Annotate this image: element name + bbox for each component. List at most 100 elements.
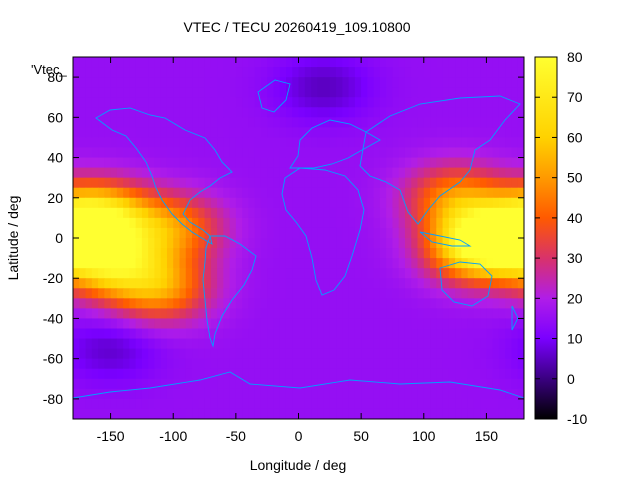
heatmap-cell: [492, 137, 500, 149]
heatmap-cell: [135, 308, 143, 320]
heatmap-cell: [455, 358, 462, 370]
heatmap-cell: [486, 117, 494, 128]
heatmap-cell: [411, 378, 419, 390]
heatmap-cell: [448, 268, 456, 279]
heatmap-cell: [461, 388, 469, 400]
heatmap-cell: [486, 227, 494, 239]
heatmap-cell: [123, 97, 130, 108]
heatmap-cell: [486, 217, 494, 229]
heatmap-cell: [148, 258, 156, 269]
heatmap-cell: [73, 197, 80, 209]
heatmap-cell: [442, 147, 450, 159]
heatmap-cell: [511, 157, 519, 169]
heatmap-cell: [461, 127, 469, 139]
heatmap-cell: [123, 57, 130, 68]
heatmap-cell: [448, 127, 456, 139]
heatmap-cell: [304, 147, 312, 159]
heatmap-cell: [367, 217, 375, 229]
heatmap-cell: [304, 187, 312, 199]
heatmap-cell: [311, 217, 318, 229]
heatmap-cell: [480, 258, 488, 269]
heatmap-cell: [235, 248, 243, 259]
heatmap-cell: [279, 328, 287, 340]
heatmap-cell: [273, 348, 281, 360]
heatmap-cell: [336, 258, 343, 269]
heatmap-cell: [492, 298, 500, 309]
heatmap-cell: [511, 378, 519, 390]
heatmap-cell: [154, 217, 162, 229]
heatmap-cell: [160, 207, 168, 219]
heatmap-cell: [135, 378, 143, 390]
heatmap-cell: [436, 187, 444, 199]
heatmap-cell: [141, 368, 149, 380]
heatmap-cell: [235, 157, 243, 169]
heatmap-cell: [248, 127, 256, 139]
heatmap-cell: [411, 157, 419, 169]
heatmap-cell: [98, 348, 105, 360]
heatmap-cell: [141, 117, 149, 128]
heatmap-cell: [129, 258, 137, 269]
heatmap-cell: [430, 227, 437, 239]
heatmap-cell: [467, 107, 475, 118]
heatmap-cell: [436, 408, 444, 419]
heatmap-cell: [486, 298, 494, 309]
heatmap-cell: [473, 167, 481, 179]
heatmap-cell: [505, 177, 513, 189]
heatmap-cell: [498, 258, 506, 269]
heatmap-cell: [473, 67, 481, 78]
heatmap-cell: [342, 207, 350, 219]
heatmap-cell: [148, 87, 156, 98]
heatmap-cell: [116, 87, 124, 98]
heatmap-cell: [461, 368, 469, 380]
heatmap-cell: [141, 87, 149, 98]
heatmap-cell: [436, 358, 444, 370]
heatmap-cell: [392, 318, 400, 330]
heatmap-cell: [292, 177, 300, 189]
heatmap-cell: [492, 207, 500, 219]
heatmap-cell: [311, 248, 318, 259]
heatmap-cell: [386, 67, 394, 78]
heatmap-cell: [498, 398, 506, 410]
heatmap-cell: [98, 308, 105, 320]
heatmap-cell: [148, 328, 156, 340]
heatmap-cell: [379, 328, 387, 340]
heatmap-cell: [235, 378, 243, 390]
heatmap-cell: [517, 77, 524, 88]
heatmap-cell: [473, 388, 481, 400]
heatmap-cell: [210, 398, 218, 410]
heatmap-cell: [430, 207, 437, 219]
heatmap-cell: [285, 177, 293, 189]
heatmap-cell: [242, 308, 249, 320]
heatmap-cell: [467, 87, 475, 98]
heatmap-cell: [373, 67, 381, 78]
heatmap-cell: [311, 207, 318, 219]
heatmap-cell: [292, 248, 300, 259]
heatmap-cell: [160, 298, 168, 309]
heatmap-cell: [79, 187, 87, 199]
heatmap-cell: [267, 268, 275, 279]
heatmap-cell: [135, 338, 143, 350]
heatmap-cell: [329, 77, 337, 88]
heatmap-cell: [461, 67, 469, 78]
heatmap-cell: [392, 137, 400, 149]
heatmap-cell: [279, 388, 287, 400]
heatmap-cell: [329, 258, 337, 269]
heatmap-cell: [361, 408, 368, 419]
heatmap-cell: [173, 127, 181, 139]
heatmap-cell: [166, 157, 174, 169]
heatmap-cell: [311, 67, 318, 78]
heatmap-cell: [486, 127, 494, 139]
heatmap-cell: [273, 338, 281, 350]
heatmap-cell: [148, 117, 156, 128]
heatmap-cell: [160, 308, 168, 320]
heatmap-cell: [398, 97, 406, 108]
heatmap-cell: [361, 378, 368, 390]
heatmap-cell: [417, 57, 425, 68]
heatmap-cell: [498, 358, 506, 370]
heatmap-cell: [417, 248, 425, 259]
heatmap-cell: [323, 147, 331, 159]
heatmap-cell: [73, 87, 80, 98]
heatmap-cell: [511, 308, 519, 320]
heatmap-cell: [204, 358, 212, 370]
heatmap-cell: [154, 127, 162, 139]
